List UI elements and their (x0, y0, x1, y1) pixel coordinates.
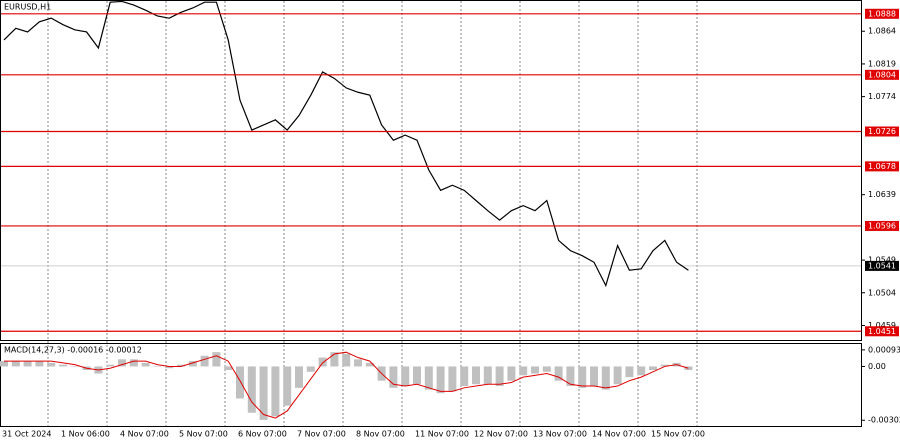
macd-bar (188, 361, 197, 367)
macd-bar (578, 366, 587, 388)
price-panel (0, 0, 862, 341)
macd-bar (660, 364, 669, 367)
macd-bar (0, 361, 8, 367)
macd-bar (613, 366, 622, 385)
macd-bar (424, 366, 433, 390)
x-tick-label: 15 Nov 07:00 (651, 430, 705, 439)
x-tick-label: 14 Nov 07:00 (592, 430, 646, 439)
macd-bar (413, 366, 421, 385)
level-label: 1.0726 (868, 127, 896, 136)
macd-bar (649, 366, 657, 371)
macd-bar (224, 366, 233, 371)
macd-bar (212, 352, 221, 367)
macd-bar (70, 366, 79, 367)
macd-bar (448, 366, 457, 392)
macd-bar (47, 362, 56, 367)
x-tick-label: 11 Nov 07:00 (415, 430, 469, 439)
macd-bar (354, 359, 362, 367)
y-tick-label: 1.0639 (868, 190, 896, 199)
macd-bar (519, 366, 528, 376)
x-tick-label: 31 Oct 2024 (2, 430, 51, 439)
macd-bar (318, 357, 327, 367)
macd-bar (141, 362, 150, 367)
macd-bar (283, 366, 292, 406)
y-tick-label: 0.00093 (868, 345, 900, 354)
macd-bar (271, 366, 280, 417)
macd-bar (247, 366, 256, 413)
macd-panel (0, 343, 862, 427)
macd-bar (153, 366, 162, 367)
series-line (3, 0, 689, 288)
level-box (865, 8, 899, 19)
macd-bar (401, 366, 410, 387)
macd-bar (389, 366, 398, 388)
level-label: 1.0451 (868, 327, 896, 336)
macd-bar (554, 366, 563, 381)
x-tick-label: 12 Nov 07:00 (474, 430, 528, 439)
macd-bar (59, 364, 67, 367)
macd-bar (566, 366, 575, 387)
macd-bar (365, 362, 374, 367)
level-box (865, 69, 899, 80)
macd-bar (330, 352, 339, 367)
macd-bar (35, 361, 44, 367)
macd-bar (106, 364, 115, 367)
macd-bar (129, 359, 138, 367)
macd-bar (472, 366, 480, 385)
macd-bar (495, 366, 504, 387)
macd-bar (118, 359, 126, 367)
level-label: 1.0596 (868, 221, 896, 230)
macd-bar (531, 366, 539, 374)
y-tick-label: 0.00 (868, 362, 886, 371)
macd-bar (460, 366, 469, 387)
y-tick-label: 1.0774 (868, 92, 896, 101)
level-label: 1.0678 (868, 162, 896, 171)
macd-bar (342, 353, 351, 367)
macd-bar (436, 366, 445, 394)
y-tick-label: 1.0864 (868, 27, 896, 36)
current-price-box (865, 260, 899, 271)
macd-title: MACD(14,27,3) -0.00016 -0.00012 (4, 346, 142, 355)
level-box (865, 126, 899, 137)
x-tick-label: 6 Nov 07:00 (238, 430, 287, 439)
series-line (4, 351, 689, 419)
x-tick-label: 7 Nov 07:00 (297, 430, 346, 439)
macd-bar (625, 366, 634, 378)
macd-bar (23, 361, 32, 367)
x-tick-label: 13 Nov 07:00 (533, 430, 587, 439)
macd-bar (306, 366, 315, 372)
x-tick-label: 1 Nov 06:00 (61, 430, 110, 439)
level-label: 1.0804 (868, 70, 896, 79)
macd-bar (590, 366, 598, 387)
y-tick-label: 1.0459 (868, 321, 896, 330)
y-tick-label: 1.0549 (868, 256, 896, 265)
macd-bar (295, 366, 303, 388)
current-price-label: 1.0541 (868, 261, 896, 270)
macd-bar (236, 366, 244, 399)
level-box (865, 220, 899, 231)
chart-title: EURUSD,H1 (4, 3, 51, 12)
macd-bar (11, 361, 20, 367)
y-tick-label: 1.0819 (868, 59, 896, 68)
level-label: 1.0888 (868, 9, 896, 18)
level-box (865, 161, 899, 172)
x-tick-label: 8 Nov 07:00 (356, 430, 405, 439)
macd-bar (483, 366, 492, 385)
macd-bar (542, 366, 551, 372)
y-tick-label: -0.00302 (868, 416, 900, 425)
macd-bar (259, 366, 268, 420)
macd-bar (601, 366, 610, 390)
x-tick-label: 5 Nov 07:00 (179, 430, 228, 439)
macd-bar (177, 364, 185, 367)
macd-bar (637, 366, 646, 376)
x-tick-label: 4 Nov 07:00 (120, 430, 169, 439)
macd-bar (507, 366, 516, 381)
macd-bar (200, 355, 209, 367)
macd-bar (165, 366, 174, 369)
level-box (865, 326, 899, 337)
y-tick-label: 1.0504 (868, 288, 896, 297)
